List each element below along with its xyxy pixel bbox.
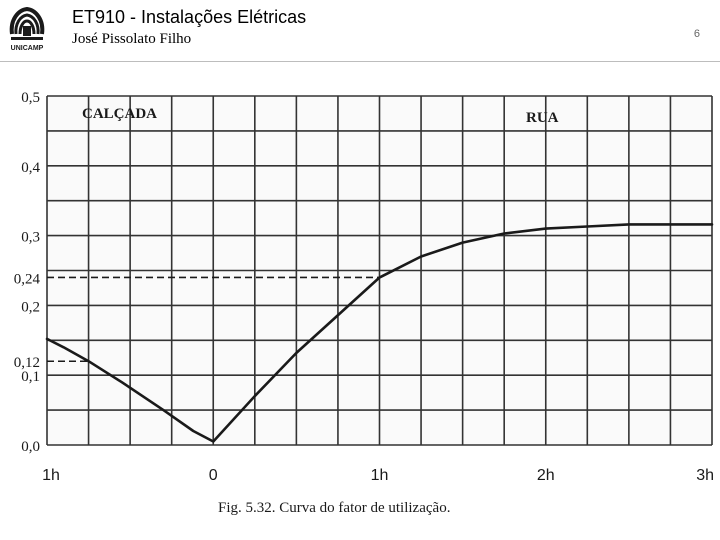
unicamp-logo: UNICAMP: [9, 6, 45, 52]
series-layer: [45, 223, 714, 443]
y-tick-labels: 0,5 0,4 0,3 0,24 0,2 0,120,1 0,0: [14, 90, 41, 455]
chart-grid: [46, 95, 713, 446]
utilization-factor-chart: 0,5 0,4 0,3 0,24 0,2 0,120,1 0,0 1h 0 1h 2h 3h CAL…: [14, 90, 714, 516]
slide-author: José Pissolato Filho: [72, 31, 192, 47]
x-tick-label: 2h: [537, 467, 555, 484]
y-tick-label: 0,12: [14, 355, 40, 371]
x-tick-labels: 1h 0 1h 2h 3h: [42, 467, 714, 484]
y-tick-label: 0,3: [21, 230, 40, 246]
x-tick-label: 1h: [42, 467, 60, 484]
x-tick-label: 0: [209, 467, 218, 484]
slide-title: ET910 - Instalações Elétricas: [72, 7, 307, 27]
y-tick-label: 0,24: [14, 271, 41, 287]
series-line-utilization-factor: [45, 223, 714, 443]
y-tick-label: 0,0: [21, 439, 40, 455]
y-tick-label: 0,2: [21, 299, 40, 315]
logo-mark: [9, 6, 45, 40]
slide-header: UNICAMP ET910 - Instalações Elétricas Jo…: [0, 0, 720, 62]
y-tick-label: 0,5: [21, 90, 40, 106]
y-tick-label: 0,1: [21, 369, 40, 385]
region-label-calcada: CALÇADA: [82, 106, 157, 122]
logo-text: UNICAMP: [11, 45, 44, 52]
reference-lines: [47, 276, 380, 363]
y-tick-label: 0,4: [21, 160, 40, 176]
figure-caption: Fig. 5.32. Curva do fator de utilização.: [218, 500, 450, 516]
page-number: 6: [693, 28, 700, 40]
header-divider: [0, 61, 720, 62]
x-tick-label: 3h: [696, 467, 714, 484]
region-label-rua: RUA: [526, 110, 559, 126]
x-tick-label: 1h: [371, 467, 389, 484]
